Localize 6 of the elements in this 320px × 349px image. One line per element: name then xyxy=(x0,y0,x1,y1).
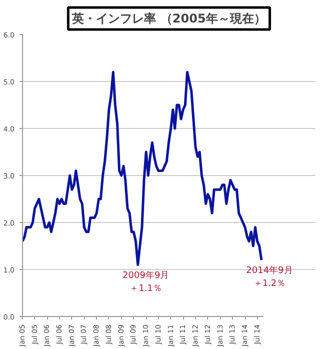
chart-title: 英・インフレ率 （2005年～現在） xyxy=(71,12,266,26)
annotation: 2014年9月 xyxy=(246,265,293,276)
annotation: ＋1.2％ xyxy=(253,279,286,290)
annotation: 2009年9月 xyxy=(122,270,170,281)
annotation: ＋1.1％ xyxy=(130,284,162,294)
line-series xyxy=(22,70,263,266)
